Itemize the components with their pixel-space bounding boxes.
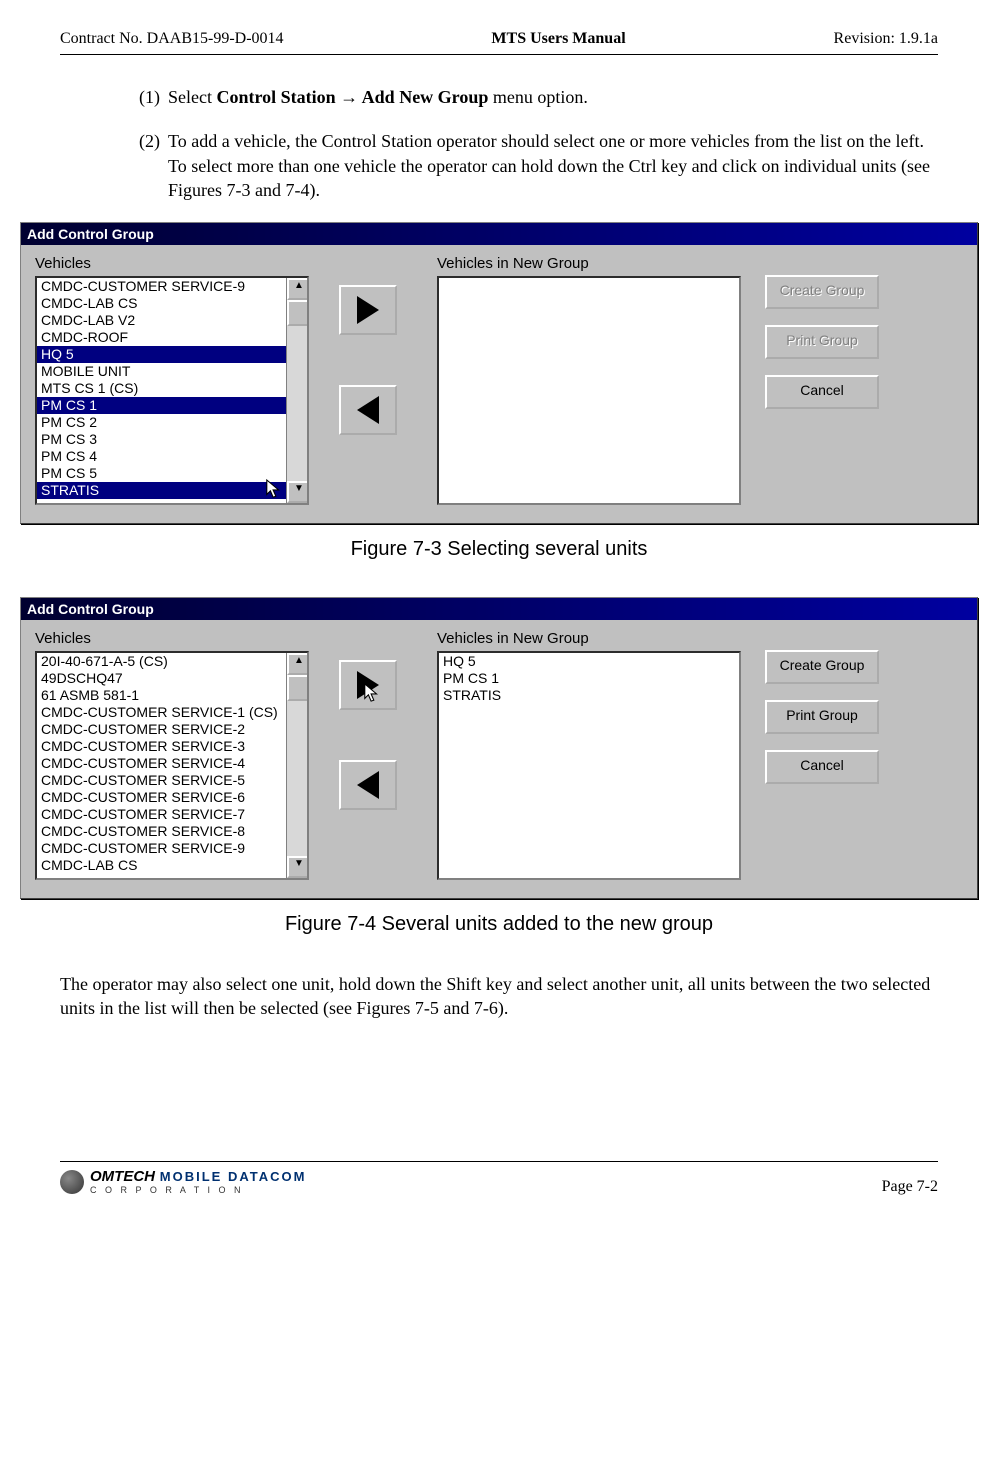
list-item[interactable]: CMDC-CUSTOMER SERVICE-9 (37, 278, 287, 295)
step-1-num: (1) (60, 85, 168, 109)
list-item[interactable]: MTS CS 1 (CS) (37, 380, 287, 397)
triangle-left-icon (357, 396, 379, 424)
cancel-button[interactable]: Cancel (765, 375, 879, 409)
list-item[interactable]: CMDC-CUSTOMER SERVICE-8 (37, 823, 287, 840)
group-label: Vehicles in New Group (437, 630, 741, 647)
remove-from-group-button[interactable] (339, 760, 397, 810)
triangle-right-icon (357, 671, 379, 699)
create-group-button[interactable]: Create Group (765, 650, 879, 684)
list-item[interactable]: CMDC-CUSTOMER SERVICE-1 (CS) (37, 704, 287, 721)
header-left: Contract No. DAAB15-99-D-0014 (60, 30, 284, 48)
list-item[interactable]: CMDC-CUSTOMER SERVICE-6 (37, 789, 287, 806)
figure-7-3-caption: Figure 7-3 Selecting several units (60, 538, 938, 561)
step-2-text: To add a vehicle, the Control Station op… (168, 129, 938, 202)
scroll-up-button[interactable]: ▲ (287, 278, 309, 300)
triangle-left-icon (357, 771, 379, 799)
page-number: Page 7-2 (882, 1178, 938, 1196)
print-group-button[interactable]: Print Group (765, 700, 879, 734)
step-2: (2) To add a vehicle, the Control Statio… (60, 129, 938, 202)
page-footer: OMTECH MOBILE DATACOM C O R P O R A T I … (60, 1168, 938, 1196)
footer-rule (60, 1161, 938, 1162)
list-item[interactable]: HQ 5 (37, 346, 287, 363)
list-item[interactable]: STRATIS (37, 482, 287, 499)
header-right: Revision: 1.9.1a (834, 30, 938, 48)
scrollbar[interactable]: ▲ ▼ (286, 278, 307, 503)
list-item[interactable]: PM CS 5 (37, 465, 287, 482)
list-item[interactable]: CMDC-LAB CS (37, 295, 287, 312)
add-to-group-button[interactable] (339, 285, 397, 335)
scroll-thumb[interactable] (287, 300, 309, 326)
logo-globe-icon (60, 1170, 84, 1194)
header-center: MTS Users Manual (491, 30, 625, 48)
scroll-thumb[interactable] (287, 675, 309, 701)
list-item[interactable]: CMDC-CUSTOMER SERVICE-9 (37, 840, 287, 857)
header-rule (60, 54, 938, 55)
step-1: (1) Select Control Station → Add New Gro… (60, 85, 938, 109)
footer-logo: OMTECH MOBILE DATACOM C O R P O R A T I … (60, 1168, 306, 1196)
list-item[interactable]: 20I-40-671-A-5 (CS) (37, 653, 287, 670)
list-item[interactable]: CMDC-CUSTOMER SERVICE-4 (37, 755, 287, 772)
list-item[interactable]: PM CS 2 (37, 414, 287, 431)
list-item[interactable]: CMDC-CUSTOMER SERVICE-7 (37, 806, 287, 823)
new-group-listbox[interactable] (437, 276, 741, 505)
vehicles-listbox[interactable]: CMDC-CUSTOMER SERVICE-9CMDC-LAB CSCMDC-L… (35, 276, 309, 505)
create-group-button[interactable]: Create Group (765, 275, 879, 309)
scroll-down-button[interactable]: ▼ (287, 481, 309, 503)
figure-7-4-caption: Figure 7-4 Several units added to the ne… (60, 913, 938, 936)
step-2-num: (2) (60, 129, 168, 202)
list-item[interactable]: PM CS 1 (439, 670, 719, 687)
list-item[interactable]: CMDC-CUSTOMER SERVICE-5 (37, 772, 287, 789)
list-item[interactable]: 61 ASMB 581-1 (37, 687, 287, 704)
vehicles-label: Vehicles (35, 630, 309, 647)
list-item[interactable]: MOBILE UNIT (37, 363, 287, 380)
remove-from-group-button[interactable] (339, 385, 397, 435)
print-group-button[interactable]: Print Group (765, 325, 879, 359)
add-control-group-dialog-1: Add Control Group Vehicles CMDC-CUSTOMER… (20, 222, 978, 524)
list-item[interactable]: PM CS 4 (37, 448, 287, 465)
list-item[interactable]: HQ 5 (439, 653, 719, 670)
group-label: Vehicles in New Group (437, 255, 741, 272)
scroll-down-button[interactable]: ▼ (287, 856, 309, 878)
triangle-right-icon (357, 296, 379, 324)
list-item[interactable]: 49DSCHQ47 (37, 670, 287, 687)
list-item[interactable]: CMDC-CUSTOMER SERVICE-3 (37, 738, 287, 755)
step-1-text: Select Control Station → Add New Group m… (168, 85, 938, 109)
dialog-title: Add Control Group (21, 598, 977, 620)
add-control-group-dialog-2: Add Control Group Vehicles 20I-40-671-A-… (20, 597, 978, 899)
vehicles-label: Vehicles (35, 255, 309, 272)
list-item[interactable]: STRATIS (439, 687, 719, 704)
list-item[interactable]: PM CS 1 (37, 397, 287, 414)
vehicles-listbox[interactable]: 20I-40-671-A-5 (CS)49DSCHQ4761 ASMB 581-… (35, 651, 309, 880)
add-to-group-button[interactable] (339, 660, 397, 710)
list-item[interactable]: CMDC-LAB V2 (37, 312, 287, 329)
scroll-up-button[interactable]: ▲ (287, 653, 309, 675)
list-item[interactable]: PM CS 3 (37, 431, 287, 448)
shift-select-paragraph: The operator may also select one unit, h… (60, 972, 938, 1021)
list-item[interactable]: CMDC-CUSTOMER SERVICE-2 (37, 721, 287, 738)
dialog-title: Add Control Group (21, 223, 977, 245)
list-item[interactable]: CMDC-ROOF (37, 329, 287, 346)
scrollbar[interactable]: ▲ ▼ (286, 653, 307, 878)
list-item[interactable]: CMDC-LAB CS (37, 857, 287, 874)
page-header: Contract No. DAAB15-99-D-0014 MTS Users … (60, 30, 938, 48)
new-group-listbox[interactable]: HQ 5PM CS 1STRATIS (437, 651, 741, 880)
cancel-button[interactable]: Cancel (765, 750, 879, 784)
